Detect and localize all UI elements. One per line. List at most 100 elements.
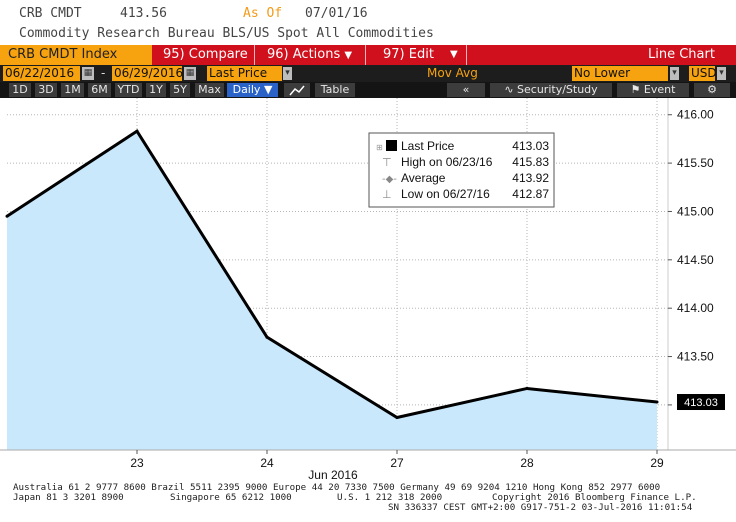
frequency-select[interactable]: Daily ▼ <box>227 83 278 97</box>
compare-number: 95) <box>163 47 185 62</box>
chart-type-label[interactable]: Line Chart <box>648 47 715 62</box>
edit-label: Edit <box>408 47 434 62</box>
footer-singapore: Singapore 65 6212 1000 <box>170 492 292 503</box>
edit-caret-icon[interactable]: ▼ <box>450 49 458 60</box>
as-of-label: As Of <box>243 6 283 21</box>
period-6m-button[interactable]: 6M <box>88 83 111 97</box>
price-point <box>135 129 139 133</box>
last-price-badge-box <box>677 394 725 411</box>
price-field-select[interactable]: Last Price <box>207 66 282 81</box>
chevron-down-icon: ▼ <box>263 83 273 96</box>
period-5y-button[interactable]: 5Y <box>170 83 190 97</box>
price-line <box>6 129 658 420</box>
date-range-dash: - <box>101 66 106 80</box>
edit-button[interactable]: 97) Edit <box>383 45 434 65</box>
legend-swatch-last-price <box>386 140 397 151</box>
mov-avg-label[interactable]: Mov Avg <box>427 66 478 80</box>
price-point <box>395 415 399 419</box>
description-row: Commodity Research Bureau BLS/US Spot Al… <box>0 26 736 42</box>
scroll-left-icon[interactable]: « <box>447 83 485 97</box>
chevron-down-icon[interactable]: ▾ <box>717 67 726 80</box>
legend-average-icon: -◆- <box>382 174 397 185</box>
index-field[interactable]: CRB CMDT Index <box>0 45 152 65</box>
legend-expand-icon[interactable]: ⊞ <box>376 143 383 152</box>
security-price: 413.56 <box>120 6 167 21</box>
x-tick-label: 27 <box>390 456 404 470</box>
event-label: Event <box>643 83 676 96</box>
title-row: CRB CMDT 413.56 As Of 07/01/16 <box>0 6 736 22</box>
function-toolbar: CRB CMDT Index 95) Compare 96) Actions ▼… <box>0 45 736 65</box>
line-chart-icon[interactable] <box>284 83 310 97</box>
actions-caret-icon: ▼ <box>344 50 353 61</box>
table-button[interactable]: Table <box>315 83 355 97</box>
security-study-label: Security/Study <box>517 83 598 96</box>
x-tick-label: 24 <box>260 456 274 470</box>
lower-chart-select[interactable]: No Lower Chart <box>572 66 668 95</box>
actions-label: Actions <box>292 47 341 62</box>
x-axis-title: Jun 2016 <box>308 468 358 480</box>
x-tick-label: 23 <box>130 456 144 470</box>
compare-label: Compare <box>188 47 248 62</box>
legend-label-low: Low on 06/27/16 <box>401 187 490 201</box>
security-description: Commodity Research Bureau BLS/US Spot Al… <box>19 26 434 41</box>
y-tick-label: 415.00 <box>677 204 714 218</box>
price-point <box>525 386 529 390</box>
period-1d-button[interactable]: 1D <box>9 83 31 97</box>
currency-select[interactable]: USD <box>689 66 717 81</box>
start-date-field[interactable]: 06/22/2016 <box>3 66 80 81</box>
security-ticker: CRB CMDT <box>19 6 82 21</box>
calendar-icon[interactable]: ▦ <box>184 67 196 80</box>
period-1m-button[interactable]: 1M <box>61 83 84 97</box>
actions-number: 96) <box>267 47 289 62</box>
toolbar-divider <box>365 45 366 65</box>
price-area-fill <box>7 131 657 450</box>
footer-copyright: Copyright 2016 Bloomberg Finance L.P. <box>492 492 697 503</box>
toolbar-divider <box>254 45 255 65</box>
legend-label-last-price: Last Price <box>401 139 455 153</box>
y-tick-label: 414.50 <box>677 253 714 267</box>
security-study-button[interactable]: ∿ Security/Study <box>490 83 612 97</box>
legend-low-icon: ⊥ <box>382 188 392 201</box>
legend-label-average: Average <box>401 171 446 185</box>
period-3d-button[interactable]: 3D <box>35 83 57 97</box>
y-tick-label: 416.00 <box>677 108 714 122</box>
price-point <box>5 214 9 218</box>
chevron-down-icon[interactable]: ▾ <box>283 67 292 80</box>
period-1y-button[interactable]: 1Y <box>146 83 166 97</box>
y-tick-label: 414.00 <box>677 301 714 315</box>
footer-contacts: Australia 61 2 9777 8600 Brazil 5511 239… <box>13 482 661 493</box>
price-chart[interactable]: 416.00 415.50 415.00 414.50 414.00 413.50 413.… <box>0 98 736 480</box>
event-button[interactable]: ⚑ Event <box>617 83 689 97</box>
period-ytd-button[interactable]: YTD <box>115 83 142 97</box>
chart-legend: ⊞ ⊤ -◆- ⊥ Last Price 413.03 High on 06/2… <box>368 132 555 208</box>
chevron-down-icon[interactable]: ▾ <box>670 67 679 80</box>
legend-box <box>368 132 555 208</box>
footer-us: U.S. 1 212 318 2000 <box>337 492 443 503</box>
actions-button[interactable]: 96) Actions ▼ <box>267 45 352 65</box>
price-points <box>5 129 659 419</box>
flag-icon: ⚑ <box>630 83 641 96</box>
toolbar-divider <box>466 45 467 65</box>
study-icon: ∿ <box>504 83 514 96</box>
gear-icon[interactable]: ⚙ <box>694 83 730 97</box>
price-point <box>265 335 269 339</box>
legend-value-low: 412.87 <box>512 187 549 201</box>
frequency-label: Daily <box>232 83 261 96</box>
footer-session: SN 336337 CEST GMT+2:00 G917-751-2 03-Ju… <box>388 502 693 513</box>
calendar-icon[interactable]: ▦ <box>82 67 94 80</box>
y-tick-label: 415.50 <box>677 156 714 170</box>
end-date-field[interactable]: 06/29/2016 <box>112 66 184 81</box>
last-price-badge: 413.03 <box>677 394 725 411</box>
legend-high-icon: ⊤ <box>382 156 392 169</box>
period-max-button[interactable]: Max <box>195 83 224 97</box>
legend-value-average: 413.92 <box>512 171 549 185</box>
date-controls: 06/22/2016 ▦ - 06/29/2016 ▦ Last Price ▾… <box>0 65 736 95</box>
legend-label-high: High on 06/23/16 <box>401 155 493 169</box>
as-of-date: 07/01/16 <box>305 6 368 21</box>
legend-value-high: 415.83 <box>512 155 549 169</box>
x-axis: 23 24 27 28 29 <box>130 450 664 470</box>
edit-number: 97) <box>383 47 405 62</box>
price-point <box>655 400 659 404</box>
last-price-badge-label: 413.03 <box>684 397 718 409</box>
compare-button[interactable]: 95) Compare <box>163 45 248 65</box>
